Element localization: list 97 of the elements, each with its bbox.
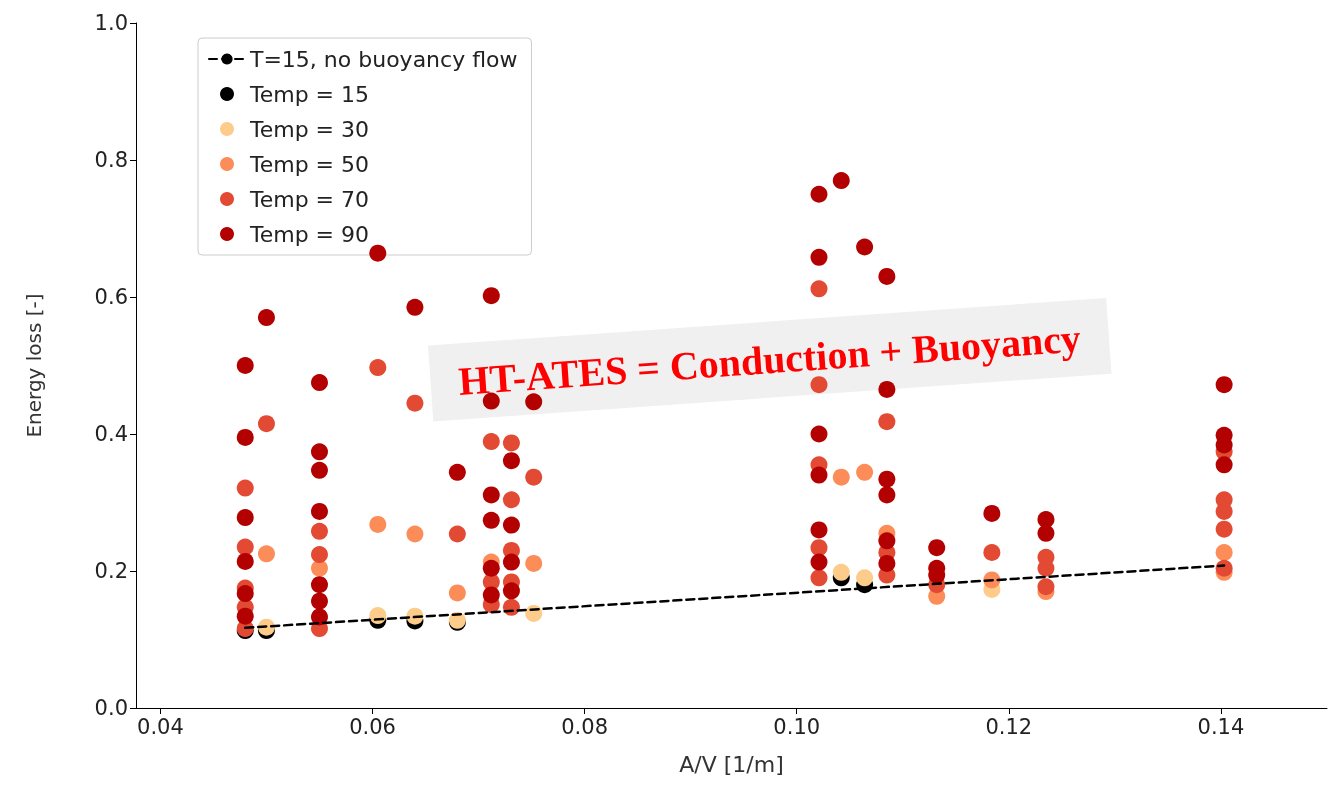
point (1037, 578, 1055, 596)
point (482, 559, 500, 577)
point (878, 380, 896, 398)
point (502, 516, 520, 534)
legend-label: T=15, no buoyancy flow (249, 46, 518, 72)
point (310, 502, 328, 520)
point (856, 569, 874, 587)
point (856, 238, 874, 256)
point (310, 461, 328, 479)
point (983, 504, 1001, 522)
point (502, 553, 520, 571)
point (810, 248, 828, 266)
legend-label: Temp = 30 (249, 116, 370, 142)
point (928, 539, 946, 557)
point (310, 374, 328, 392)
point (369, 244, 387, 262)
point (406, 394, 424, 412)
point (310, 546, 328, 564)
point (810, 185, 828, 203)
point (257, 309, 275, 327)
point (310, 443, 328, 461)
y-axis-title: Energy loss [-] (22, 293, 46, 438)
point (832, 172, 850, 190)
point (482, 586, 500, 604)
point (448, 525, 466, 543)
x-axis-title: A/V [1/m] (679, 751, 784, 777)
point (482, 287, 500, 305)
legend-label: Temp = 50 (249, 151, 370, 177)
point (878, 413, 896, 431)
point (1215, 456, 1233, 474)
point (236, 428, 254, 446)
annotation: HT-ATES = Conduction + Buoyancy (457, 315, 1083, 404)
point (502, 434, 520, 452)
point (502, 452, 520, 470)
point (810, 553, 828, 571)
x-tick-label: 0.08 (561, 714, 608, 739)
point (810, 569, 828, 587)
legend-label: Temp = 15 (249, 81, 370, 107)
y-tick-label: 0.0 (94, 696, 128, 720)
point (482, 433, 500, 451)
x-tick-label: 0.12 (985, 714, 1033, 739)
point (878, 532, 896, 550)
point (878, 554, 896, 572)
y-tick-label: 0.8 (94, 148, 128, 172)
x-tick-label: 0.10 (773, 714, 821, 739)
point (1215, 520, 1233, 538)
point (236, 509, 254, 527)
point (1215, 544, 1233, 561)
x-tick-label: 0.14 (1197, 714, 1245, 739)
point (236, 479, 254, 497)
point (236, 585, 254, 603)
point (1215, 376, 1233, 394)
point (406, 525, 424, 543)
point (810, 280, 828, 298)
point (448, 584, 466, 602)
y-tick-label: 0.4 (94, 422, 128, 446)
point (878, 470, 896, 488)
point (502, 491, 520, 509)
point (810, 425, 828, 443)
point (310, 559, 328, 577)
point (236, 538, 254, 556)
y-tick-label: 0.2 (94, 559, 128, 583)
point (810, 466, 828, 484)
point (257, 415, 275, 433)
point (1037, 524, 1055, 542)
legend-label: Temp = 70 (249, 186, 370, 212)
point (236, 607, 254, 625)
point (406, 298, 424, 316)
point (525, 554, 543, 572)
point (236, 552, 254, 570)
y-tick-label: 0.6 (94, 285, 128, 309)
point (525, 468, 543, 486)
point (502, 582, 520, 600)
point (482, 511, 500, 529)
point (878, 486, 896, 504)
point (832, 563, 850, 581)
point (236, 357, 254, 374)
legend-label: Temp = 90 (249, 221, 370, 247)
point (482, 486, 500, 504)
point (983, 544, 1001, 561)
point (310, 576, 328, 594)
point (310, 608, 328, 626)
point (448, 463, 466, 481)
y-tick-label: 1.0 (94, 11, 128, 35)
point (810, 521, 828, 539)
x-tick-label: 0.06 (349, 714, 396, 739)
point (832, 468, 850, 486)
point (310, 592, 328, 610)
point (878, 267, 896, 285)
point (369, 359, 387, 377)
point (1037, 511, 1055, 529)
point (856, 463, 874, 481)
point (310, 522, 328, 540)
point (257, 545, 275, 563)
point (369, 515, 387, 533)
x-tick-label: 0.04 (137, 714, 184, 739)
point (810, 539, 828, 557)
